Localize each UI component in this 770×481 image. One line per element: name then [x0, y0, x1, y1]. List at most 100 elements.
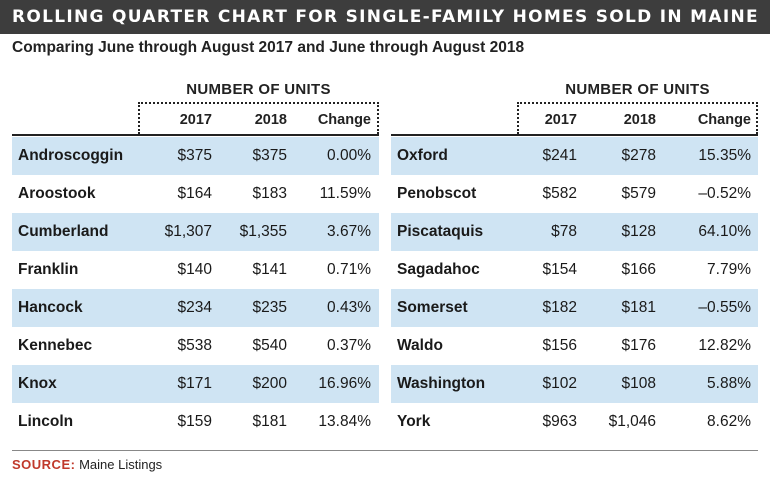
table-row: Waldo $156 $176 12.82% [391, 327, 758, 365]
county-name-cell: Cumberland [18, 223, 109, 240]
value-2018-cell: $181 [252, 413, 287, 430]
value-2018-cell: $108 [621, 375, 656, 392]
table-row: Oxford $241 $278 15.35% [391, 137, 758, 175]
source-text: Maine Listings [79, 457, 163, 472]
chart-subtitle: Comparing June through August 2017 and J… [12, 39, 525, 56]
value-2018-cell: $181 [621, 299, 656, 316]
col-header-2017: 2017 [544, 112, 577, 128]
col-header-2017: 2017 [179, 112, 212, 128]
table-row: Aroostook $164 $183 11.59% [12, 175, 379, 213]
change-cell: 0.00% [327, 147, 371, 164]
change-cell: –0.52% [698, 185, 751, 202]
table-row: Kennebec $538 $540 0.37% [12, 327, 379, 365]
county-name-cell: Oxford [397, 147, 448, 164]
change-cell: 64.10% [698, 223, 751, 240]
value-2018-cell: $579 [621, 185, 656, 202]
change-cell: 16.96% [318, 375, 371, 392]
header-rule [391, 134, 758, 136]
value-2017-cell: $154 [542, 261, 577, 278]
change-cell: 7.79% [707, 261, 751, 278]
change-cell: 0.71% [327, 261, 371, 278]
value-2017-cell: $78 [551, 223, 577, 240]
change-cell: 8.62% [707, 413, 751, 430]
value-2017-cell: $156 [542, 337, 577, 354]
value-2017-cell: $102 [542, 375, 577, 392]
table-row: Washington $102 $108 5.88% [391, 365, 758, 403]
county-name-cell: Hancock [18, 299, 83, 316]
table-row: Cumberland $1,307 $1,355 3.67% [12, 213, 379, 251]
table-row: Somerset $182 $181 –0.55% [391, 289, 758, 327]
change-cell: 3.67% [327, 223, 371, 240]
column-header-box [517, 102, 758, 134]
table-row: Sagadahoc $154 $166 7.79% [391, 251, 758, 289]
table-row: Piscataquis $78 $128 64.10% [391, 213, 758, 251]
value-2018-cell: $166 [621, 261, 656, 278]
header-rule [12, 134, 379, 136]
units-group-header: NUMBER OF UNITS [565, 81, 710, 98]
table-row: Penobscot $582 $579 –0.52% [391, 175, 758, 213]
value-2018-cell: $128 [621, 223, 656, 240]
value-2018-cell: $200 [252, 375, 287, 392]
county-name-cell: Piscataquis [397, 223, 484, 240]
county-name-cell: Franklin [18, 261, 79, 278]
col-header-2018: 2018 [254, 112, 287, 128]
value-2017-cell: $164 [177, 185, 212, 202]
value-2017-cell: $159 [177, 413, 212, 430]
value-2017-cell: $375 [177, 147, 212, 164]
county-name-cell: Waldo [397, 337, 443, 354]
col-header-change: Change [697, 112, 751, 128]
value-2017-cell: $538 [177, 337, 212, 354]
source-note: SOURCE: Maine Listings [12, 457, 162, 472]
value-2017-cell: $140 [177, 261, 212, 278]
source-label: SOURCE: [12, 457, 76, 472]
change-cell: 11.59% [319, 185, 371, 202]
county-name-cell: York [397, 413, 431, 430]
county-name-cell: Lincoln [18, 413, 74, 430]
county-name-cell: Penobscot [397, 185, 477, 202]
table-row: Franklin $140 $141 0.71% [12, 251, 379, 289]
value-2018-cell: $141 [252, 261, 287, 278]
value-2018-cell: $176 [621, 337, 656, 354]
value-2018-cell: $375 [252, 147, 287, 164]
table-row: Knox $171 $200 16.96% [12, 365, 379, 403]
county-name-cell: Somerset [397, 299, 468, 316]
change-cell: 15.35% [698, 147, 751, 164]
value-2017-cell: $171 [177, 375, 212, 392]
value-2018-cell: $235 [252, 299, 287, 316]
county-name-cell: Aroostook [18, 185, 96, 202]
value-2018-cell: $1,355 [239, 223, 287, 240]
change-cell: 12.82% [698, 337, 751, 354]
footer-rule [12, 450, 758, 451]
value-2017-cell: $182 [542, 299, 577, 316]
value-2018-cell: $540 [252, 337, 287, 354]
units-group-header: NUMBER OF UNITS [186, 81, 331, 98]
change-cell: 0.37% [327, 337, 371, 354]
value-2017-cell: $582 [542, 185, 577, 202]
change-cell: 13.84% [318, 413, 371, 430]
table-row: York $963 $1,046 8.62% [391, 403, 758, 441]
county-name-cell: Sagadahoc [397, 261, 480, 278]
value-2017-cell: $234 [177, 299, 212, 316]
change-cell: 5.88% [707, 375, 751, 392]
table-row: Hancock $234 $235 0.43% [12, 289, 379, 327]
value-2017-cell: $1,307 [164, 223, 212, 240]
col-header-change: Change [317, 112, 371, 128]
value-2017-cell: $963 [542, 413, 577, 430]
chart-title: ROLLING QUARTER CHART FOR SINGLE-FAMILY … [0, 0, 770, 34]
county-name-cell: Kennebec [18, 337, 93, 354]
county-name-cell: Androscoggin [18, 147, 124, 164]
value-2018-cell: $278 [621, 147, 656, 164]
change-cell: –0.55% [698, 299, 751, 316]
value-2018-cell: $183 [252, 185, 287, 202]
county-name-cell: Washington [397, 375, 486, 392]
column-header-box [138, 102, 379, 134]
col-header-2018: 2018 [623, 112, 656, 128]
change-cell: 0.43% [327, 299, 371, 316]
value-2017-cell: $241 [542, 147, 577, 164]
value-2018-cell: $1,046 [608, 413, 656, 430]
county-name-cell: Knox [18, 375, 57, 392]
table-row: Lincoln $159 $181 13.84% [12, 403, 379, 441]
table-rows: Oxford $241 $278 15.35% Penobscot $582 $579 –0.… [391, 137, 758, 441]
table-row: Androscoggin $375 $375 0.00% [12, 137, 379, 175]
table-rows: Androscoggin $375 $375 0.00% Aroostook $164 $1… [12, 137, 379, 441]
